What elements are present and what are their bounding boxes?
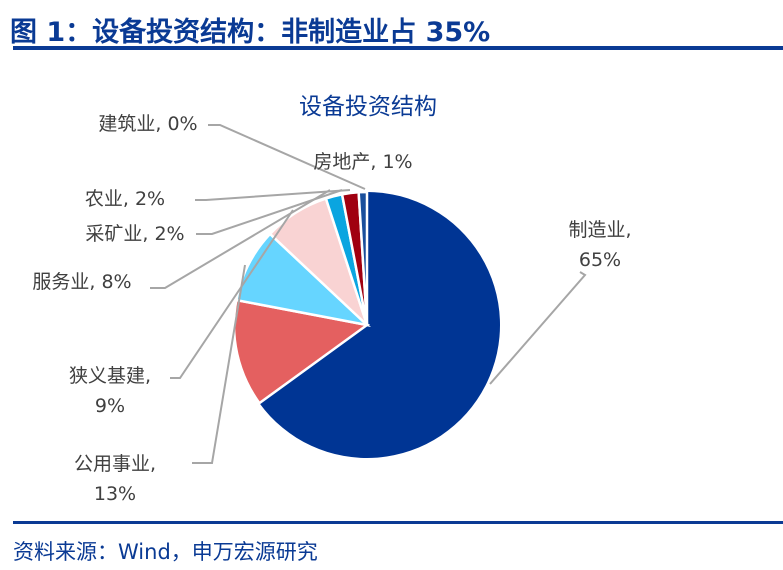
data-label-服务业: 服务业, 8% xyxy=(32,271,131,293)
leader-line-狭义基建 xyxy=(170,209,294,379)
pie-chart: 设备投资结构 制造业, 65% 公用事业, 13% 狭义基建, 9% 服务业, 8% 采矿业,… xyxy=(32,94,631,505)
pie-slice-公用事业 xyxy=(232,298,371,405)
leader-line-服务业 xyxy=(150,189,331,289)
data-label-房地产: 房地产, 1% xyxy=(313,151,412,173)
data-label-狭义基建: 9% xyxy=(95,395,125,417)
title-rule xyxy=(13,46,783,50)
data-label-采矿业: 采矿业, 2% xyxy=(85,223,184,245)
leader-line-采矿业 xyxy=(196,189,343,235)
pie-slice-制造业 xyxy=(259,192,500,458)
data-label-建筑业: 建筑业, 0% xyxy=(98,113,197,135)
leader-line-制造业 xyxy=(489,271,587,385)
leader-line-建筑业 xyxy=(208,124,366,190)
leader-line-农业 xyxy=(195,189,351,201)
leader-line-公用事业 xyxy=(192,264,246,464)
data-label-制造业: 65% xyxy=(579,249,621,271)
data-label-公用事业: 13% xyxy=(94,483,136,505)
data-label-狭义基建: 狭义基建, xyxy=(69,365,151,387)
data-label-农业: 农业, 2% xyxy=(85,188,165,210)
data-label-制造业: 制造业, xyxy=(568,219,631,241)
footer-rule xyxy=(13,521,783,524)
figure-title: 图 1：设备投资结构：非制造业占 35% xyxy=(10,17,491,48)
source-note: 资料来源：Wind，申万宏源研究 xyxy=(13,540,318,564)
pie-slice-房地产 xyxy=(357,190,369,326)
data-label-公用事业: 公用事业, xyxy=(74,453,156,475)
chart-title: 设备投资结构 xyxy=(299,94,437,120)
